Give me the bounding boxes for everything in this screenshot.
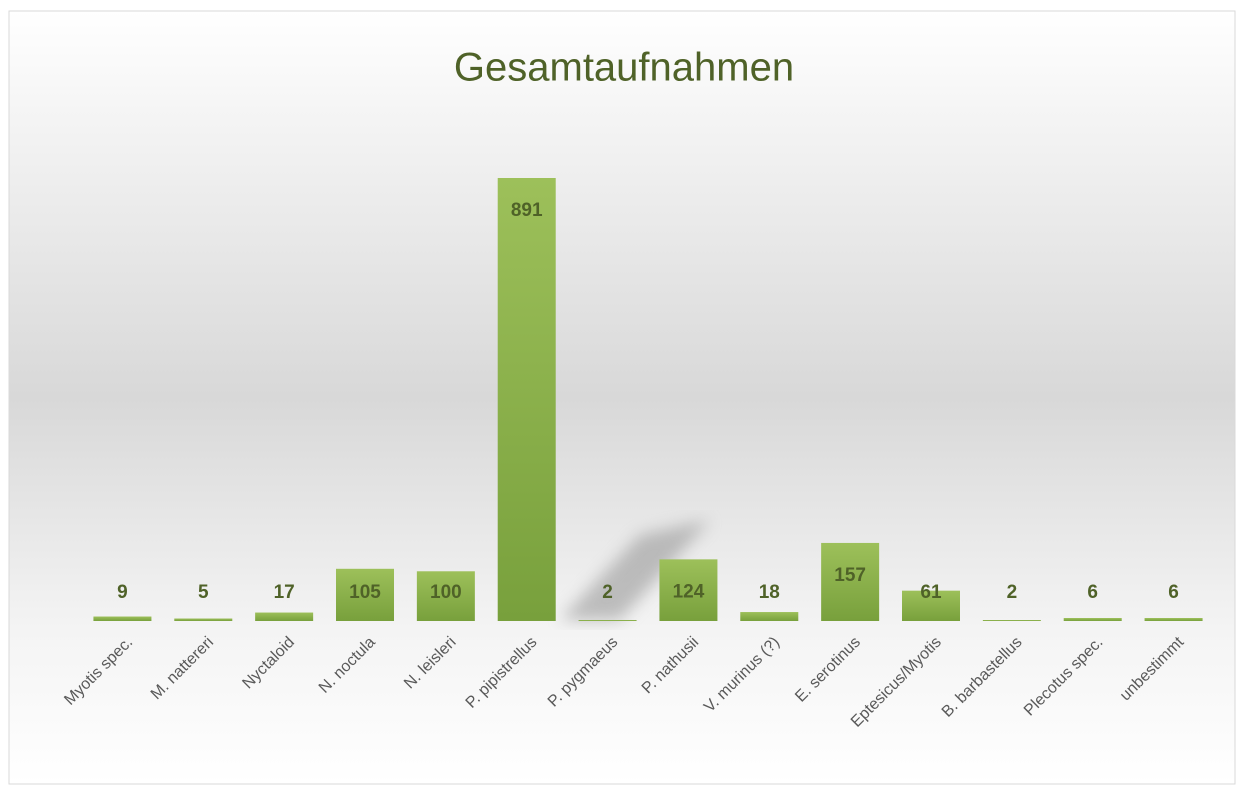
chart-title: Gesamtaufnahmen [454,46,794,90]
data-label: 2 [602,582,613,603]
data-label: 124 [673,581,705,602]
bar [255,612,314,621]
bar [1063,618,1122,621]
bar [982,620,1041,621]
bar [659,559,718,621]
data-label: 6 [1168,582,1179,603]
bar [1144,618,1203,621]
chart-background [8,10,1236,785]
bar [578,620,637,621]
data-label: 18 [759,582,780,603]
shadow [560,520,710,620]
bar [821,542,880,621]
bar [174,618,233,621]
data-label: 2 [1007,582,1018,603]
bar [336,568,394,621]
data-label: 105 [349,582,381,603]
data-label: 157 [834,565,866,586]
bar [497,178,556,621]
bar [416,571,475,621]
data-label: 61 [920,582,942,603]
bar [902,590,960,621]
data-label: 5 [198,582,209,603]
data-label: 100 [430,582,462,603]
data-label: 6 [1087,582,1098,603]
data-label: 9 [117,582,128,603]
bar [740,612,799,621]
data-label: 17 [274,582,295,603]
data-label: 891 [511,200,543,221]
bar [93,616,152,621]
